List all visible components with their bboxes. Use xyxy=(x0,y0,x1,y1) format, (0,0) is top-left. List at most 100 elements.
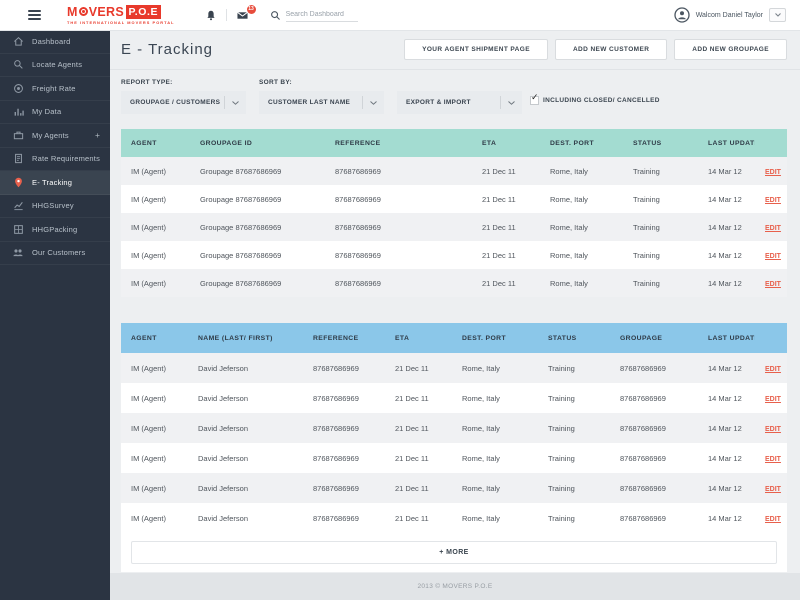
table-cell: Training xyxy=(548,363,575,373)
hamburger-menu-icon[interactable] xyxy=(28,10,41,20)
expand-plus-icon[interactable]: + xyxy=(95,130,100,141)
messages-icon[interactable]: 13 xyxy=(236,4,256,21)
table-cell: Groupage 87687686969 xyxy=(200,278,282,288)
table-cell: IM (Agent) xyxy=(131,453,167,463)
add-new-groupage-button[interactable]: ADD NEW GROUPAGE xyxy=(674,39,787,60)
sidebar-item-label: Dashboard xyxy=(32,36,71,46)
column-header: REFERENCE xyxy=(313,334,359,342)
edit-link[interactable]: EDIT xyxy=(765,425,781,433)
logo-poe-box: P.O.E xyxy=(125,5,161,19)
more-button[interactable]: + MORE xyxy=(131,541,777,564)
table-cell: EDIT xyxy=(755,424,787,433)
edit-link[interactable]: EDIT xyxy=(765,395,781,403)
table-cell: IM (Agent) xyxy=(131,250,167,260)
table-row: IM (Agent) Groupage 87687686969 8768768696… xyxy=(121,185,787,213)
sort-by-name-select[interactable]: CUSTOMER LAST NAME xyxy=(259,91,384,114)
table-cell: David Jeferson xyxy=(198,363,249,373)
filter-bar: REPORT TYPE: GROUPAGE / CUSTOMERS SORT B… xyxy=(110,70,800,124)
table-row: IM (Agent) Groupage 87687686969 8768768696… xyxy=(121,157,787,185)
table-cell: 87687686969 xyxy=(313,483,359,493)
table-cell: Training xyxy=(633,250,660,260)
add-new-customer-button[interactable]: ADD NEW CUSTOMER xyxy=(554,39,668,60)
sidebar-item-dashboard[interactable]: Dashboard xyxy=(0,30,110,54)
table-cell: EDIT xyxy=(755,195,787,204)
table-cell: Training xyxy=(548,423,575,433)
table-cell: EDIT xyxy=(755,364,787,373)
groupage-table: AGENT GROUPAGE ID REFERENCE ETA DEST. PORT ST… xyxy=(121,129,787,297)
chevron-down-icon xyxy=(362,96,384,109)
sidebar-item-locate-agents[interactable]: Locate Agents xyxy=(0,54,110,77)
table-cell: 21 Dec 11 xyxy=(395,513,429,523)
checkbox-label: INCLUDING CLOSED/ CANCELLED xyxy=(543,97,660,104)
search-icon xyxy=(270,10,281,21)
checkbox-box[interactable]: ✓ xyxy=(530,92,539,105)
report-type-select[interactable]: GROUPAGE / CUSTOMERS xyxy=(121,91,246,114)
table-cell: EDIT xyxy=(755,251,787,260)
edit-link[interactable]: EDIT xyxy=(765,224,781,232)
map-pin-icon xyxy=(12,176,24,188)
sidebar-item-hhgsurvey[interactable]: HHGSurvey xyxy=(0,195,110,218)
table-cell: Training xyxy=(548,453,575,463)
column-header: ETA xyxy=(395,334,410,342)
footer-copyright: 2013 © MOVERS P.O.E xyxy=(417,583,493,590)
table-cell: Training xyxy=(548,393,575,403)
edit-link[interactable]: EDIT xyxy=(765,196,781,204)
sidebar-item-my-data[interactable]: My Data xyxy=(0,101,110,124)
top-bar: M VERS P.O.E THE INTERNATIONAL MOVERS PO… xyxy=(0,0,800,30)
edit-link[interactable]: EDIT xyxy=(765,455,781,463)
sidebar-item-my-agents[interactable]: My Agents + xyxy=(0,124,110,148)
sidebar-item-hhgpacking[interactable]: HHGPacking xyxy=(0,218,110,242)
globe-o-icon xyxy=(78,7,88,17)
agent-shipment-page-button[interactable]: YOUR AGENT SHIPMENT PAGE xyxy=(404,39,548,60)
sidebar-item-label: Locate Agents xyxy=(32,60,83,70)
table-cell: David Jeferson xyxy=(198,453,249,463)
sidebar-item-our-customers[interactable]: Our Customers xyxy=(0,242,110,265)
table-cell: Training xyxy=(633,166,660,176)
table-cell: 21 Dec 11 xyxy=(482,166,516,176)
edit-link[interactable]: EDIT xyxy=(765,515,781,523)
table-cell: Rome, Italy xyxy=(550,250,588,260)
user-name: Walcom Daniel Taylor xyxy=(695,11,763,19)
user-dropdown-button[interactable] xyxy=(769,8,786,22)
edit-link[interactable]: EDIT xyxy=(765,365,781,373)
table-cell: 87687686969 xyxy=(620,423,666,433)
sidebar-item-label: E- Tracking xyxy=(32,177,73,187)
sidebar-item-rate-requirements[interactable]: Rate Requirements xyxy=(0,148,110,171)
table-cell: Training xyxy=(633,278,660,288)
column-header: AGENT xyxy=(131,334,157,342)
sidebar-item-label: Our Customers xyxy=(32,248,86,258)
table-cell: IM (Agent) xyxy=(131,363,167,373)
people-icon xyxy=(12,247,24,259)
check-icon: ✓ xyxy=(531,92,539,102)
column-header: STATUS xyxy=(548,334,577,342)
edit-link[interactable]: EDIT xyxy=(765,485,781,493)
column-header: REFERENCE xyxy=(335,139,381,147)
table-cell: EDIT xyxy=(755,279,787,288)
table-cell: 87687686969 xyxy=(335,222,381,232)
line-chart-icon xyxy=(12,200,24,212)
sidebar-item-freight-rate[interactable]: Freight Rate xyxy=(0,77,110,101)
sidebar-item-label: HHGSurvey xyxy=(32,201,74,211)
table-cell: IM (Agent) xyxy=(131,423,167,433)
column-header: STATUS xyxy=(633,139,662,147)
search-input[interactable] xyxy=(285,8,358,22)
table-header-row: AGENT NAME (LAST/ FIRST) REFERENCE ETA DEST.… xyxy=(121,323,787,353)
table-cell: 87687686969 xyxy=(313,363,359,373)
home-icon xyxy=(12,35,24,47)
table-cell: 14 Mar 12 xyxy=(708,250,742,260)
table-cell: Rome, Italy xyxy=(550,166,588,176)
column-header: DEST. PORT xyxy=(550,139,595,147)
edit-link[interactable]: EDIT xyxy=(765,280,781,288)
edit-link[interactable]: EDIT xyxy=(765,252,781,260)
table-cell: 14 Mar 12 xyxy=(708,166,742,176)
notifications-bell-icon[interactable] xyxy=(205,9,217,22)
edit-link[interactable]: EDIT xyxy=(765,168,781,176)
export-import-select[interactable]: EXPORT & IMPORT xyxy=(397,91,522,114)
user-menu[interactable]: Walcom Daniel Taylor xyxy=(674,7,786,23)
main-content: E - Tracking YOUR AGENT SHIPMENT PAGE AD… xyxy=(110,30,800,600)
sidebar-item-e-tracking[interactable]: E- Tracking xyxy=(0,171,110,195)
including-closed-checkbox[interactable]: ✓ INCLUDING CLOSED/ CANCELLED xyxy=(530,77,660,105)
table-cell: Rome, Italy xyxy=(462,483,500,493)
table-cell: 21 Dec 11 xyxy=(482,222,516,232)
